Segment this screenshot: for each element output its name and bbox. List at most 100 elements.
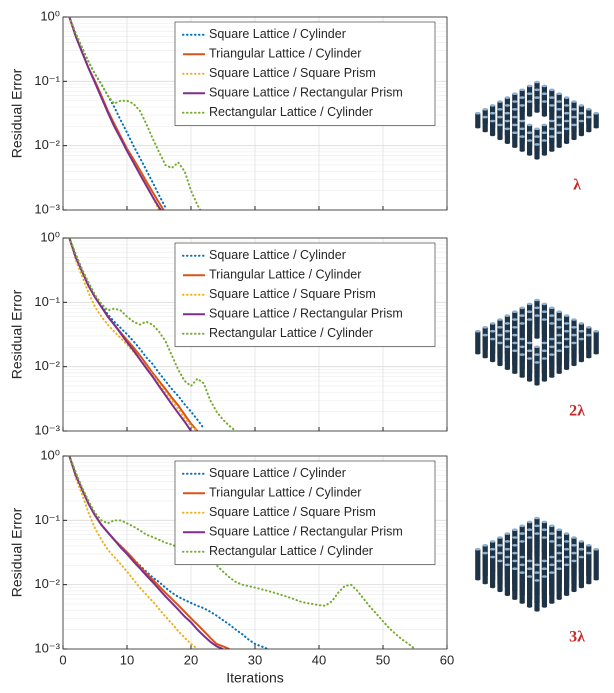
y-tick-label: 10⁰ bbox=[40, 229, 60, 244]
pillar-body bbox=[578, 121, 584, 135]
y-tick-label: 10⁰ bbox=[40, 8, 60, 23]
pillar-top bbox=[527, 341, 533, 345]
pillar-top bbox=[534, 361, 540, 364]
pillar-body bbox=[482, 117, 488, 132]
series-line bbox=[68, 17, 163, 210]
pillar-base bbox=[527, 114, 533, 117]
pillar-top bbox=[534, 532, 540, 535]
pillar-top bbox=[512, 108, 518, 111]
pillar-base bbox=[497, 589, 503, 593]
pillar-body bbox=[534, 533, 540, 564]
pillar-body bbox=[571, 342, 577, 365]
y-axis-label: Residual Error bbox=[9, 68, 25, 158]
pillar-base bbox=[534, 336, 540, 339]
pillar-top bbox=[586, 551, 592, 555]
pillar-top bbox=[571, 341, 577, 345]
x-tick-label: 60 bbox=[440, 652, 454, 667]
pillar-top bbox=[556, 536, 562, 539]
pillar-top bbox=[490, 329, 496, 333]
pillar-base bbox=[504, 367, 510, 370]
legend-label: Square Lattice / Square Prism bbox=[209, 287, 376, 301]
legend-label: Square Lattice / Cylinder bbox=[209, 248, 346, 262]
pillar-top bbox=[519, 314, 525, 317]
pillar-body bbox=[541, 140, 547, 155]
pillar-top bbox=[497, 108, 503, 111]
pillar-top bbox=[534, 563, 540, 567]
pillar-top bbox=[482, 108, 488, 111]
legend-label: Square Lattice / Rectangular Prism bbox=[209, 525, 403, 539]
pillar-top bbox=[534, 298, 540, 302]
pillar-top bbox=[504, 104, 510, 107]
pillar-top bbox=[527, 559, 533, 563]
pillar-base bbox=[534, 383, 540, 386]
lattice-illustration bbox=[475, 80, 599, 160]
pillar-base bbox=[586, 355, 592, 359]
pillar-top bbox=[556, 108, 562, 111]
series-line bbox=[68, 456, 269, 649]
pillar-body bbox=[497, 560, 503, 591]
pillar-top bbox=[571, 108, 577, 111]
pillar-top bbox=[556, 92, 562, 95]
pillar-body bbox=[586, 335, 592, 358]
pillar-base bbox=[490, 359, 496, 363]
pillar-top bbox=[527, 123, 533, 127]
pillar-top bbox=[490, 104, 496, 107]
pillar-top bbox=[519, 322, 525, 325]
pillar-body bbox=[504, 564, 510, 595]
pillar-top bbox=[512, 349, 518, 353]
pillar-top bbox=[475, 329, 481, 333]
series-line bbox=[68, 456, 416, 649]
pillar-top bbox=[549, 104, 555, 107]
pillar-body bbox=[571, 124, 577, 139]
lattice-label: λ bbox=[573, 177, 581, 194]
y-tick-label: 10⁻³ bbox=[34, 422, 60, 437]
pillar-top bbox=[512, 536, 518, 539]
pillar-top bbox=[549, 532, 555, 535]
pillar-top bbox=[534, 579, 540, 582]
pillar-top bbox=[549, 314, 555, 317]
series-line bbox=[68, 456, 224, 649]
pillar-top bbox=[512, 567, 518, 570]
pillar-base bbox=[564, 141, 570, 144]
pillar-top bbox=[578, 329, 585, 333]
pillar-top bbox=[541, 341, 548, 345]
y-tick-label: 10⁻² bbox=[34, 576, 60, 591]
pillar-top bbox=[527, 302, 533, 306]
pillar-top bbox=[512, 559, 518, 563]
pillar-body bbox=[475, 549, 481, 580]
x-tick-label: 20 bbox=[184, 652, 198, 667]
pillar-body bbox=[519, 105, 525, 120]
pillar-top bbox=[564, 345, 570, 349]
pillar-body bbox=[549, 572, 555, 603]
pillar-top bbox=[549, 563, 555, 567]
pillar-top bbox=[593, 547, 599, 551]
pillar-top bbox=[527, 100, 533, 103]
pillar-top bbox=[578, 555, 585, 559]
pillar-top bbox=[564, 119, 570, 123]
pillar-base bbox=[475, 352, 481, 355]
pillar-base bbox=[578, 585, 585, 589]
y-tick-label: 10⁻² bbox=[34, 137, 60, 152]
pillar-top bbox=[556, 551, 562, 555]
pillar-top bbox=[541, 100, 548, 103]
pillar-body bbox=[549, 323, 555, 346]
pillar-top bbox=[564, 104, 570, 107]
pillar-top bbox=[519, 563, 525, 567]
pillar-top bbox=[549, 571, 555, 574]
legend-label: Square Lattice / Cylinder bbox=[209, 466, 346, 480]
pillar-top bbox=[512, 528, 518, 531]
pillar-top bbox=[504, 540, 510, 543]
pillar-base bbox=[571, 589, 577, 593]
pillar-top bbox=[541, 92, 548, 95]
legend-box bbox=[174, 242, 436, 347]
pillar-top bbox=[556, 528, 562, 531]
pillar-body bbox=[504, 346, 510, 369]
pillar-top bbox=[504, 111, 510, 115]
pillar-body bbox=[527, 358, 533, 381]
pillar-body bbox=[578, 339, 584, 361]
lattice-label: 2λ bbox=[569, 403, 585, 420]
pillar-top bbox=[564, 555, 570, 559]
pillar-top bbox=[541, 536, 548, 539]
